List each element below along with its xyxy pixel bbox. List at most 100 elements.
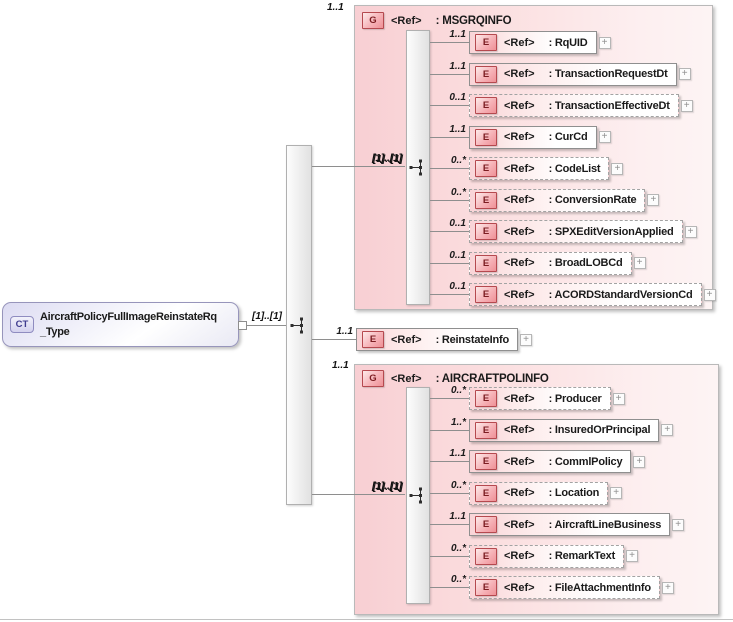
- element-box[interactable]: E <Ref> : Producer: [469, 387, 611, 410]
- element-box[interactable]: E <Ref> : ReinstateInfo: [356, 328, 518, 351]
- element-box[interactable]: E <Ref> : Location: [469, 481, 609, 505]
- element-icon: E: [475, 421, 497, 439]
- element-box[interactable]: E <Ref> : InsuredOrPrincipal: [469, 418, 660, 442]
- ref-label: <Ref>: [504, 225, 535, 238]
- element-name: : TransactionRequestDt: [548, 68, 668, 80]
- element-name: : TransactionEffectiveDt: [548, 99, 670, 112]
- expand-icon[interactable]: +: [647, 194, 660, 206]
- cardinality-label: 1..1: [449, 448, 466, 459]
- element-icon: E: [475, 254, 497, 272]
- connector: 0..*: [430, 574, 469, 599]
- element-box[interactable]: E <Ref> : SPXEditVersionApplied: [469, 220, 683, 243]
- group-icon: G: [362, 12, 384, 29]
- element-box[interactable]: E <Ref> : CurCd: [469, 125, 597, 149]
- element-box[interactable]: E <Ref> : RqUID: [469, 31, 597, 54]
- ref-label: <Ref>: [504, 131, 535, 143]
- connector: 1..1: [312, 326, 356, 351]
- ref-label: <Ref>: [391, 333, 422, 346]
- connector-line: [312, 494, 405, 495]
- element-box[interactable]: E <Ref> : CommlPolicy: [469, 450, 632, 473]
- element-row-aircraftlinebusiness: 1..1 E <Ref> : AircraftLineBusiness +: [430, 511, 718, 536]
- element-icon: E: [475, 223, 497, 240]
- element-box[interactable]: E <Ref> : TransactionEffectiveDt: [469, 94, 679, 117]
- element-name: : ReinstateInfo: [435, 333, 510, 346]
- group-body: [1]..[1] 1..1 E <Ref> : RqUID + 1..1 E: [355, 29, 716, 311]
- group-body: [1]..[1] 0..* E <Ref> : Producer + 1..* …: [355, 385, 718, 616]
- element-box[interactable]: E <Ref> : CodeList: [469, 157, 610, 180]
- cardinality-label: 0..*: [450, 155, 466, 166]
- expand-icon[interactable]: +: [610, 487, 623, 499]
- cardinality-label: 1..1: [449, 29, 466, 40]
- expand-icon[interactable]: +: [633, 455, 646, 468]
- expand-icon[interactable]: +: [612, 392, 625, 405]
- element-box[interactable]: E <Ref> : RemarkText: [469, 544, 625, 568]
- expand-icon[interactable]: +: [661, 424, 674, 436]
- expand-icon[interactable]: +: [661, 581, 674, 594]
- element-box[interactable]: E <Ref> : TransactionRequestDt: [469, 62, 677, 86]
- connector: 0..1: [430, 92, 469, 117]
- sequence-icon: [409, 159, 422, 176]
- cardinality-label: 1..1: [449, 60, 466, 72]
- cardinality-label: 1..1: [336, 326, 353, 337]
- ref-label: <Ref>: [504, 68, 535, 80]
- element-row-spxeditversionapplied: 0..1 E <Ref> : SPXEditVersionApplied +: [430, 218, 712, 243]
- expand-icon[interactable]: +: [611, 162, 624, 175]
- element-row-codelist: 0..* E <Ref> : CodeList +: [430, 155, 712, 180]
- element-icon: E: [475, 390, 497, 407]
- cardinality-label: [1]..[1]: [373, 153, 403, 165]
- expand-icon[interactable]: +: [633, 257, 646, 269]
- ref-label: <Ref>: [504, 99, 535, 112]
- element-box[interactable]: E <Ref> : FileAttachmentInfo: [469, 576, 660, 599]
- cardinality-label: 0..*: [450, 479, 466, 491]
- expand-icon[interactable]: +: [519, 333, 532, 346]
- element-name: : FileAttachmentInfo: [548, 581, 652, 594]
- element-icon: E: [475, 65, 497, 83]
- element-icon: E: [475, 97, 497, 114]
- group-icon: G: [362, 370, 384, 387]
- element-box[interactable]: E <Ref> : AircraftLineBusiness: [469, 513, 671, 536]
- element-box[interactable]: E <Ref> : BroadLOBCd: [469, 251, 632, 275]
- ref-label: <Ref>: [504, 162, 535, 175]
- element-icon: E: [475, 286, 497, 303]
- element-name: : SPXEditVersionApplied: [548, 225, 674, 238]
- cardinality-label: 0..1: [449, 218, 466, 229]
- expand-icon[interactable]: +: [672, 518, 685, 531]
- expand-icon[interactable]: +: [598, 36, 611, 49]
- complex-type-name: AircraftPolicyFullImageReinstateRq​_Type: [40, 311, 217, 338]
- expand-icon[interactable]: +: [680, 99, 693, 112]
- element-box[interactable]: E <Ref> : ACORDStandardVersionCd: [469, 283, 702, 306]
- element-name: : CodeList: [548, 162, 601, 175]
- group-node-aircraftpolinfo[interactable]: G <Ref> : AIRCRAFTPOLINFO [1]..[1] 0..*: [354, 364, 719, 615]
- element-box[interactable]: E <Ref> : ConversionRate: [469, 188, 646, 212]
- expand-icon[interactable]: +: [626, 550, 639, 562]
- expand-icon[interactable]: +: [684, 225, 697, 238]
- element-name: : CurCd: [548, 131, 588, 143]
- cardinality-label: 0..*: [450, 542, 466, 554]
- cardinality-label: 0..1: [449, 92, 466, 103]
- element-row-location: 0..* E <Ref> : Location +: [430, 479, 718, 505]
- canvas-bottom-border: [0, 619, 733, 620]
- complex-type-node[interactable]: CT AircraftPolicyFullImageReinstateRq​_T…: [2, 302, 239, 347]
- element-icon: E: [475, 547, 497, 565]
- element-icon: E: [475, 34, 497, 51]
- connector: 1..1: [430, 29, 469, 54]
- expand-icon[interactable]: +: [703, 288, 716, 301]
- cardinality-label: 0..1: [449, 281, 466, 292]
- element-name: : RemarkText: [548, 550, 616, 562]
- connector: 1..1: [430, 60, 469, 86]
- expand-icon[interactable]: +: [598, 131, 611, 143]
- ref-label: <Ref>: [504, 424, 535, 436]
- connector: 0..1: [430, 250, 469, 275]
- expand-icon[interactable]: +: [678, 68, 691, 80]
- element-name: : InsuredOrPrincipal: [548, 424, 651, 436]
- connector: 0..*: [430, 385, 469, 410]
- connector-line: [312, 166, 405, 167]
- ref-label: <Ref>: [504, 518, 535, 531]
- cardinality-label: [1]..[1]: [252, 311, 282, 322]
- element-row-remarktext: 0..* E <Ref> : RemarkText +: [430, 542, 718, 568]
- sequence-compositor-bar: [406, 387, 430, 604]
- element-row-rquid: 1..1 E <Ref> : RqUID +: [430, 29, 712, 54]
- complex-type-icon: CT: [10, 316, 34, 333]
- group-node-msgrqinfo[interactable]: G <Ref> : MSGRQINFO [1]..[1] 1..1: [354, 5, 716, 311]
- element-icon: E: [475, 191, 497, 209]
